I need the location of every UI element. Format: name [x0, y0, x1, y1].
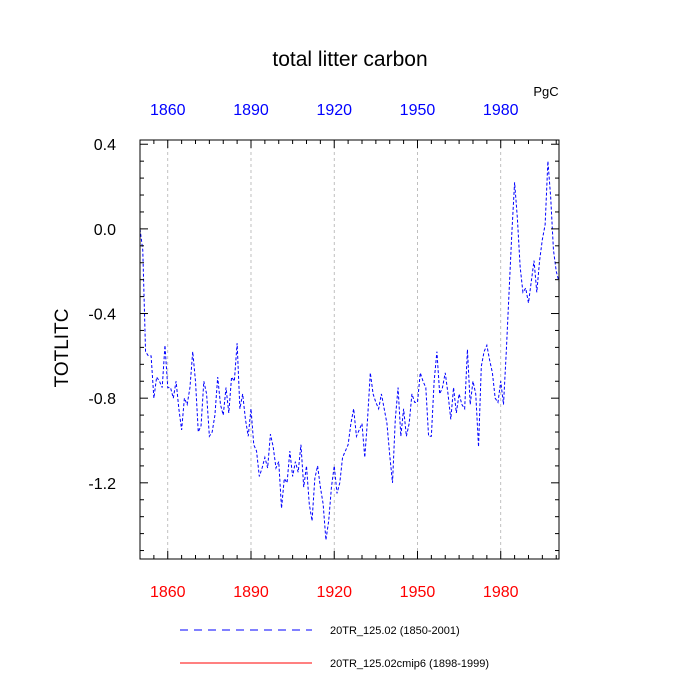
x-tick-label-top: 1860 [150, 102, 186, 119]
legend-label-model: 20TR_125.02 (1850-2001) [330, 625, 460, 637]
chart-title: total litter carbon [272, 48, 427, 71]
x-tick-label-top: 1920 [316, 102, 352, 119]
y-tick-label: -1.2 [88, 476, 116, 493]
series-line-0 [139, 161, 560, 541]
y-tick-label: -0.8 [88, 391, 116, 408]
legend-label-cmip6: 20TR_125.02cmip6 (1898-1999) [330, 658, 489, 670]
x-tick-label-bottom: 1860 [150, 584, 186, 601]
x-tick-label-top: 1980 [483, 102, 519, 119]
legend: 20TR_125.02 (1850-2001) 20TR_125.02cmip6… [180, 625, 489, 670]
x-tick-label-bottom: 1920 [316, 584, 352, 601]
units-label: PgC [533, 84, 558, 99]
ticks [139, 140, 559, 559]
y-axis-label: TOTLITC [52, 309, 73, 388]
series-layer [139, 161, 560, 541]
y-tick-label: 0.0 [94, 222, 116, 239]
x-tick-label-bottom: 1980 [483, 584, 519, 601]
x-tick-label-bottom: 1890 [233, 584, 269, 601]
grid [167, 140, 502, 559]
x-tick-label-top: 1950 [400, 102, 436, 119]
plot-frame [139, 139, 560, 560]
y-tick-label: 0.4 [94, 137, 116, 154]
y-tick-label: -0.4 [88, 307, 116, 324]
x-tick-label-bottom: 1950 [400, 584, 436, 601]
tick-labels: 1860 1860 1890 1890 1920 1920 1950 1950 1980 1980… [88, 102, 518, 601]
x-tick-label-top: 1890 [233, 102, 269, 119]
